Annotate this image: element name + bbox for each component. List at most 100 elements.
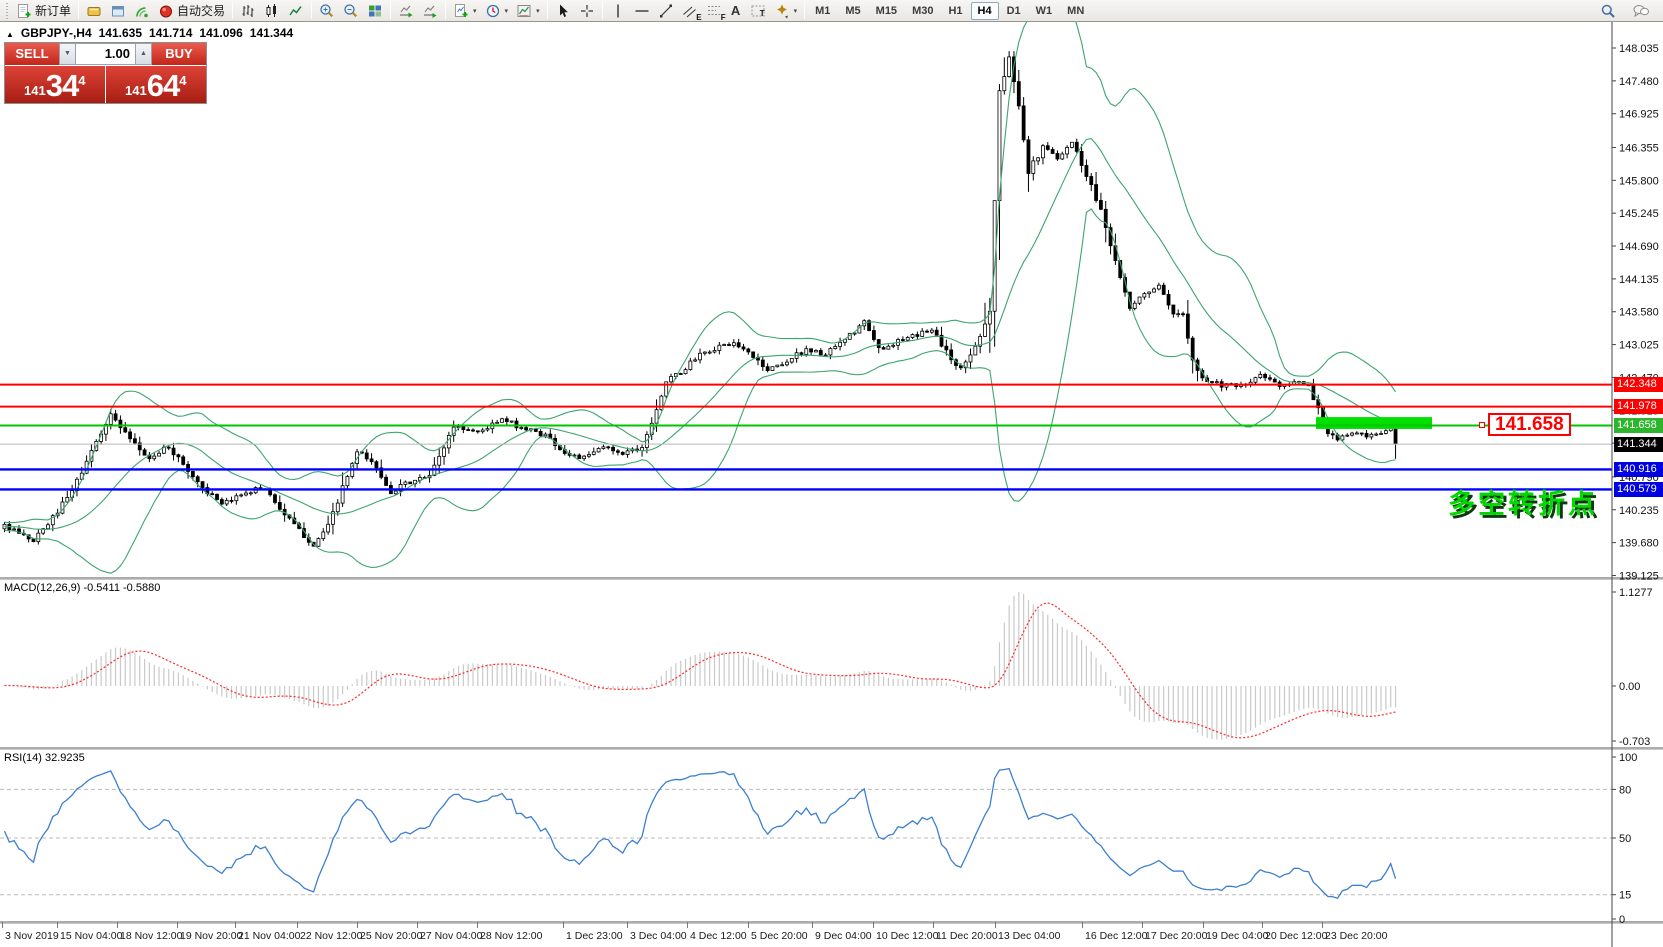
quote-high: 141.714 <box>149 26 193 40</box>
clock-icon <box>486 4 499 17</box>
indicators-button[interactable]: ▾ <box>449 1 481 21</box>
svg-text:16 Dec 12:00: 16 Dec 12:00 <box>1085 930 1148 942</box>
svg-text:144.135: 144.135 <box>1619 274 1659 286</box>
data-window-button[interactable] <box>106 1 130 21</box>
cursor-icon <box>559 4 568 17</box>
volume-decrease-button[interactable]: ▼ <box>59 43 76 65</box>
sell-price[interactable]: 141 34 4 <box>5 66 106 103</box>
svg-text:9 Dec 04:00: 9 Dec 04:00 <box>815 930 872 942</box>
separator <box>232 2 234 19</box>
timeframe-button-H1[interactable]: H1 <box>948 4 963 17</box>
one-click-trading-panel: SELL ▼ 1.00 ▲ BUY 141 34 4 141 64 4 <box>4 42 207 104</box>
crosshair-icon <box>580 4 593 17</box>
templates-button[interactable]: ▾ <box>512 1 544 21</box>
collapse-panel-icon[interactable]: ▲ <box>6 30 14 39</box>
trade-panel-price-row: 141 34 4 141 64 4 <box>5 65 206 103</box>
svg-text:0: 0 <box>1619 914 1625 926</box>
vertical-line-tool-button[interactable] <box>606 1 630 21</box>
volume-increase-button[interactable]: ▲ <box>135 43 152 65</box>
new-order-button[interactable]: 新订单 <box>12 1 75 21</box>
svg-text:18 Nov 12:00: 18 Nov 12:00 <box>120 930 183 942</box>
crosshair-button[interactable] <box>575 1 599 21</box>
svg-text:1 Dec 23:00: 1 Dec 23:00 <box>566 930 623 942</box>
cursor-button[interactable] <box>551 1 575 21</box>
fibonacci-icon <box>707 5 720 15</box>
svg-text:25 Nov 20:00: 25 Nov 20:00 <box>360 930 423 942</box>
text-label-tool-button[interactable]: T <box>746 1 770 21</box>
fibonacci-letter: F <box>720 12 726 22</box>
timeframe-button-M5[interactable]: M5 <box>845 4 861 17</box>
quote-low: 141.096 <box>199 26 243 40</box>
svg-text:20 Dec 12:00: 20 Dec 12:00 <box>1265 930 1328 942</box>
timeframe-button-M30[interactable]: M30 <box>912 4 934 17</box>
channel-tool-button[interactable]: E <box>678 1 702 22</box>
signals-button[interactable] <box>130 1 154 21</box>
template-icon <box>517 4 531 17</box>
auto-scroll-icon <box>400 5 413 17</box>
vertical-line-icon <box>616 4 619 17</box>
svg-text:143.025: 143.025 <box>1619 340 1659 352</box>
market-watch-button[interactable] <box>82 1 106 21</box>
chat-button[interactable] <box>1628 1 1654 21</box>
svg-text:21 Nov 04:00: 21 Nov 04:00 <box>238 930 301 942</box>
timeframe-button-MN[interactable]: MN <box>1067 4 1085 17</box>
svg-text:4 Dec 12:00: 4 Dec 12:00 <box>690 930 747 942</box>
timeframe-toolbar: M1 M5 M15 M30 H1 H4 D1 W1 MN <box>808 1 1091 20</box>
auto-scroll-button[interactable] <box>394 1 418 21</box>
periods-button[interactable]: ▾ <box>481 1 513 21</box>
svg-text:23 Dec 20:00: 23 Dec 20:00 <box>1325 930 1388 942</box>
trendline-tool-button[interactable] <box>654 1 678 21</box>
text-tool-icon: A <box>730 3 741 18</box>
svg-text:15: 15 <box>1619 890 1631 902</box>
timeframe-button-W1[interactable]: W1 <box>1035 4 1053 17</box>
toolbar: 新订单 自动交易 ▾ <box>0 0 1663 22</box>
volume-input[interactable]: 1.00 <box>76 43 135 65</box>
price-annotation-anchor[interactable] <box>1479 422 1485 428</box>
dropdown-caret: ▾ <box>504 7 509 15</box>
timeframe-button-M1[interactable]: M1 <box>815 4 831 17</box>
bar-chart-mode-button[interactable] <box>236 1 260 21</box>
toolbar-grip[interactable] <box>5 2 10 19</box>
svg-text:146.355: 146.355 <box>1619 142 1659 154</box>
fibonacci-tool-button[interactable]: F <box>702 1 726 22</box>
buy-button[interactable]: BUY <box>152 43 206 65</box>
candlestick-mode-button[interactable] <box>260 1 284 21</box>
autotrading-label: 自动交易 <box>177 4 226 18</box>
text-tool-button[interactable]: A <box>726 1 746 21</box>
svg-text:-0.703: -0.703 <box>1619 736 1650 748</box>
timeframe-button-M15[interactable]: M15 <box>875 4 898 17</box>
svg-text:146.925: 146.925 <box>1619 109 1659 121</box>
svg-text:0.00: 0.00 <box>1619 681 1640 693</box>
autotrading-button[interactable]: 自动交易 <box>154 1 229 21</box>
price-annotation-box[interactable]: 141.658 <box>1488 413 1571 436</box>
quote-close: 141.344 <box>249 26 294 40</box>
svg-text:3 Dec 04:00: 3 Dec 04:00 <box>630 930 687 942</box>
trendline-icon <box>659 4 672 17</box>
svg-text:139.680: 139.680 <box>1619 538 1659 550</box>
svg-text:143.580: 143.580 <box>1619 307 1659 319</box>
horizontal-line-tool-button[interactable] <box>630 1 654 21</box>
zoom-out-icon <box>344 3 358 17</box>
timeframe-button-H4[interactable]: H4 <box>970 1 999 20</box>
dropdown-caret: ▾ <box>473 7 477 15</box>
chart-shift-button[interactable] <box>418 1 442 21</box>
svg-text:140.235: 140.235 <box>1619 505 1659 517</box>
svg-text:145.800: 145.800 <box>1619 175 1659 187</box>
turning-point-label[interactable]: 多空转折点 <box>1448 489 1598 519</box>
bar-chart-icon <box>242 4 254 17</box>
zoom-in-button[interactable] <box>315 1 339 21</box>
price-label-141.658: 141.658 <box>1614 418 1663 434</box>
line-chart-icon <box>289 5 302 15</box>
sell-price-small: 141 <box>24 83 46 98</box>
sell-button[interactable]: SELL <box>5 43 59 65</box>
arrows-tool-button[interactable]: ▾ <box>770 1 802 21</box>
quote-open: 141.635 <box>98 26 143 40</box>
zoom-out-button[interactable] <box>339 1 363 21</box>
horizontal-line-icon <box>635 9 649 12</box>
tile-windows-button[interactable] <box>363 1 387 21</box>
buy-price[interactable]: 141 64 4 <box>106 66 207 103</box>
timeframe-button-D1[interactable]: D1 <box>1006 4 1021 17</box>
line-chart-mode-button[interactable] <box>284 1 308 21</box>
search-button[interactable] <box>1596 1 1620 21</box>
